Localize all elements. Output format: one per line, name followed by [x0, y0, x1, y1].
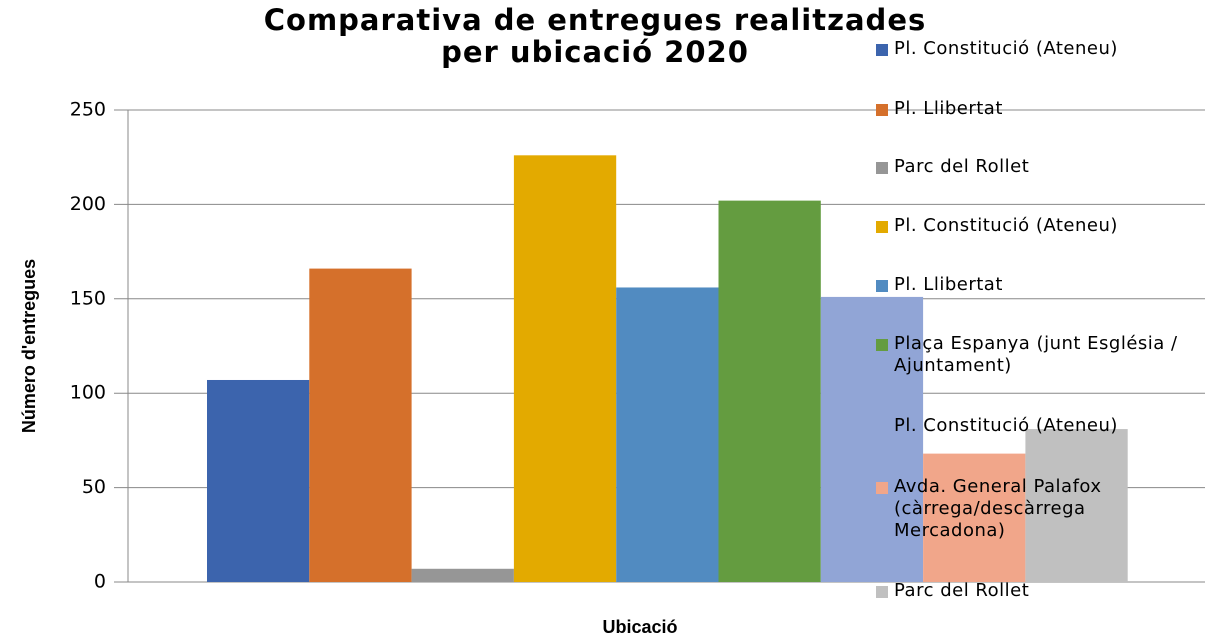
legend-label: Pl. Constitució (Ateneu) — [894, 415, 1118, 436]
bar — [309, 268, 412, 582]
legend-label: Pl. Llibertat — [894, 98, 1003, 119]
legend-swatch — [876, 339, 888, 351]
legend-label: Pl. Constitució (Ateneu) — [894, 38, 1118, 59]
y-axis-label: Número d'entregues — [19, 259, 39, 433]
legend-swatch — [876, 586, 888, 598]
bar — [820, 296, 924, 582]
legend-label: Parc del Rollet — [894, 156, 1030, 177]
y-tick-label: 250 — [70, 99, 106, 121]
legend-label: Pl. Constitució (Ateneu) — [894, 215, 1118, 236]
legend-swatch — [876, 421, 888, 433]
bar — [207, 379, 310, 582]
legend-swatch — [876, 162, 888, 174]
legend-swatch — [876, 221, 888, 233]
legend-swatch — [876, 104, 888, 116]
legend-label: Avda. General Palafox (càrrega/descàrreg… — [894, 476, 1102, 541]
y-tick-label: 0 — [94, 571, 106, 593]
y-tick-label: 200 — [70, 193, 106, 215]
legend-label: Pl. Llibertat — [894, 274, 1003, 295]
bar — [923, 453, 1026, 582]
legend-label: Parc del Rollet — [894, 580, 1030, 601]
y-tick-label: 100 — [70, 382, 106, 404]
bar — [411, 568, 514, 582]
legend-swatch — [876, 44, 888, 56]
y-tick-label: 50 — [82, 476, 106, 498]
chart-title: Comparativa de entregues realitzades per… — [263, 3, 927, 69]
bar — [1025, 429, 1128, 582]
bar — [616, 287, 719, 582]
legend-swatch — [876, 482, 888, 494]
bar — [513, 155, 617, 582]
y-tick-label: 150 — [70, 287, 106, 309]
bar — [718, 200, 821, 582]
x-axis-label: Ubicació — [602, 617, 677, 637]
legend-swatch — [876, 280, 888, 292]
legend-label: Plaça Espanya (junt Església / Ajuntamen… — [894, 333, 1178, 376]
